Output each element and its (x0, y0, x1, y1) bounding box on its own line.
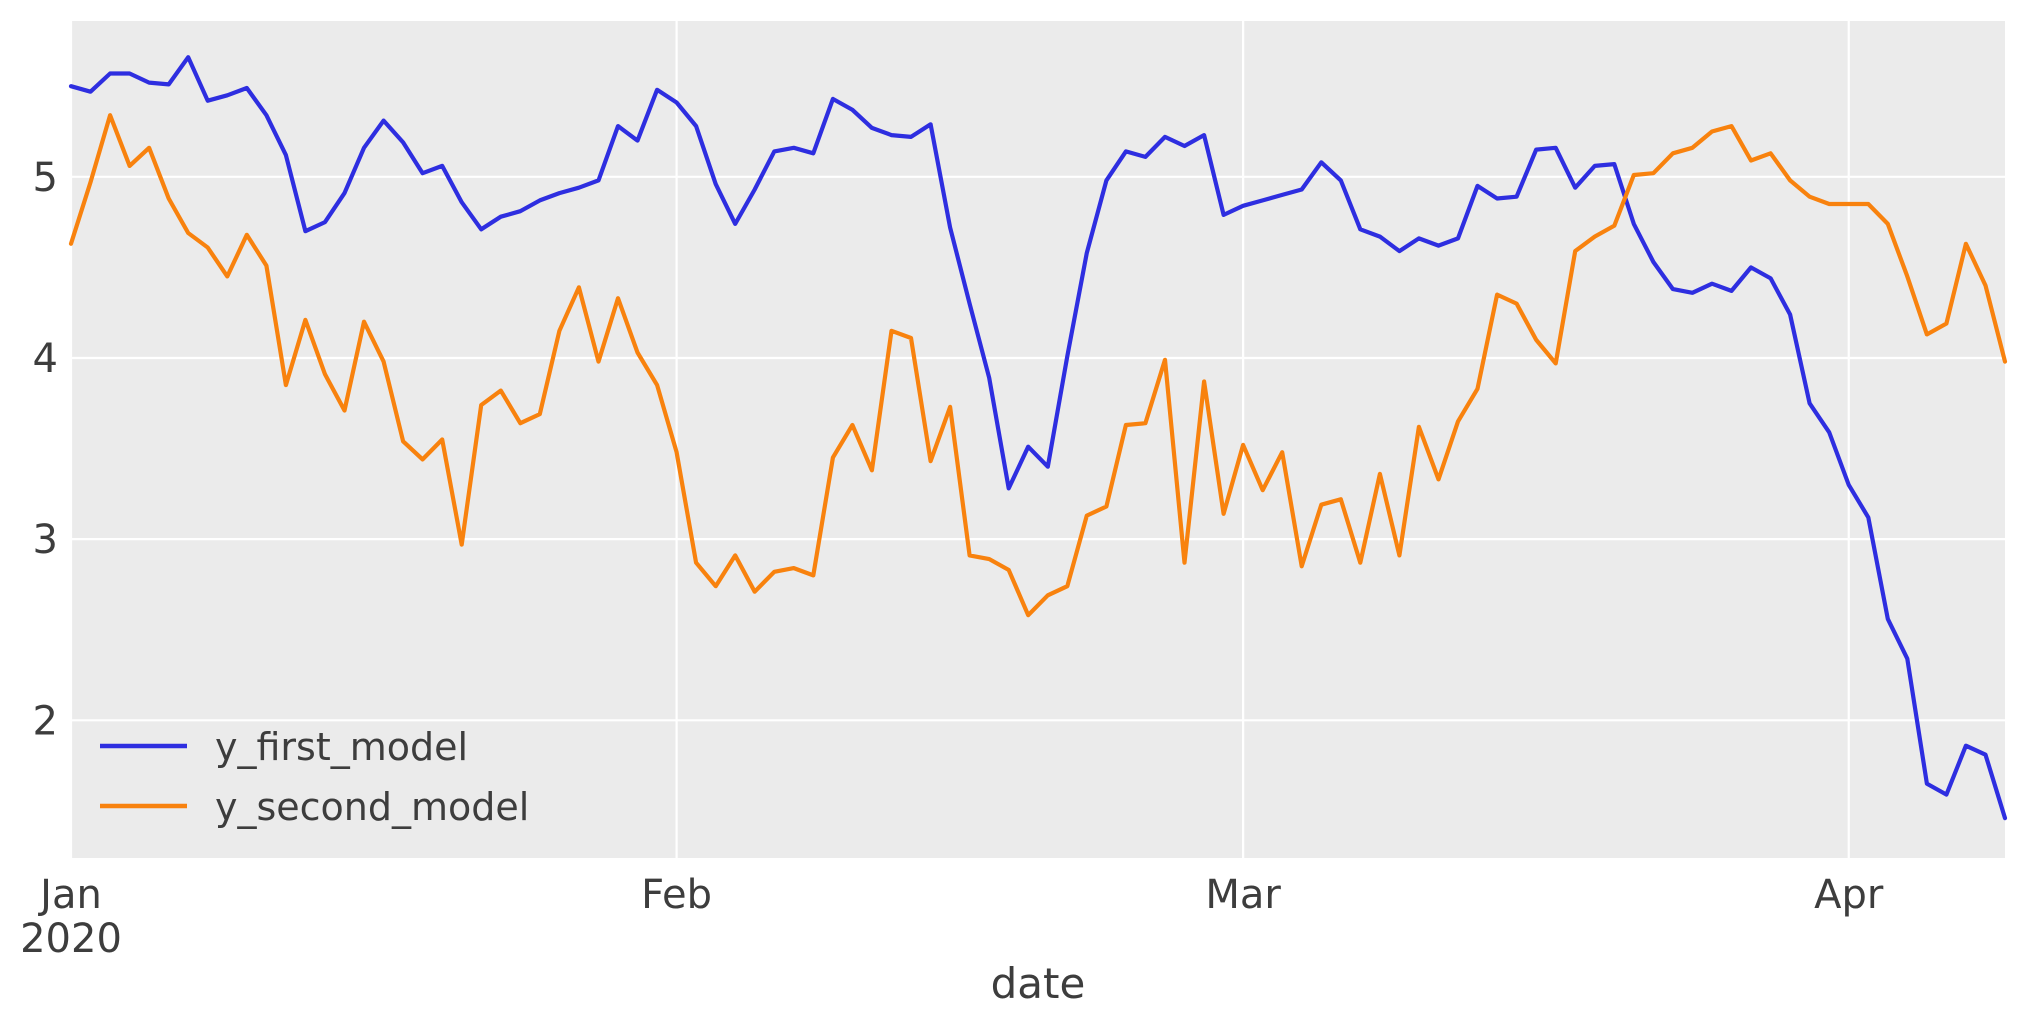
legend-label-y-second-model: y_second_model (215, 785, 529, 829)
legend: y_first_model y_second_model (100, 725, 529, 829)
x-tick-label: Apr (1814, 872, 1884, 918)
y_second_model-line (68, 113, 2008, 618)
y-tick-label: 4 (33, 336, 58, 382)
x-tick-label: Jan (37, 872, 102, 918)
x-tick-label: Mar (1205, 872, 1281, 918)
y-tick-label: 5 (33, 155, 58, 201)
series-lines (68, 55, 2008, 821)
x-tick-year-label: 2020 (20, 916, 122, 962)
y_first_model-line (68, 55, 2008, 821)
x-axis-title: date (991, 959, 1086, 1008)
y-axis-tick-labels: 2 3 4 5 (33, 155, 58, 745)
legend-label-y-first-model: y_first_model (215, 725, 468, 769)
plot-area (71, 21, 2005, 858)
y-tick-label: 3 (33, 517, 58, 563)
y-tick-label: 2 (33, 698, 58, 744)
gridlines (69, 21, 2005, 858)
x-tick-label: Feb (641, 872, 712, 918)
